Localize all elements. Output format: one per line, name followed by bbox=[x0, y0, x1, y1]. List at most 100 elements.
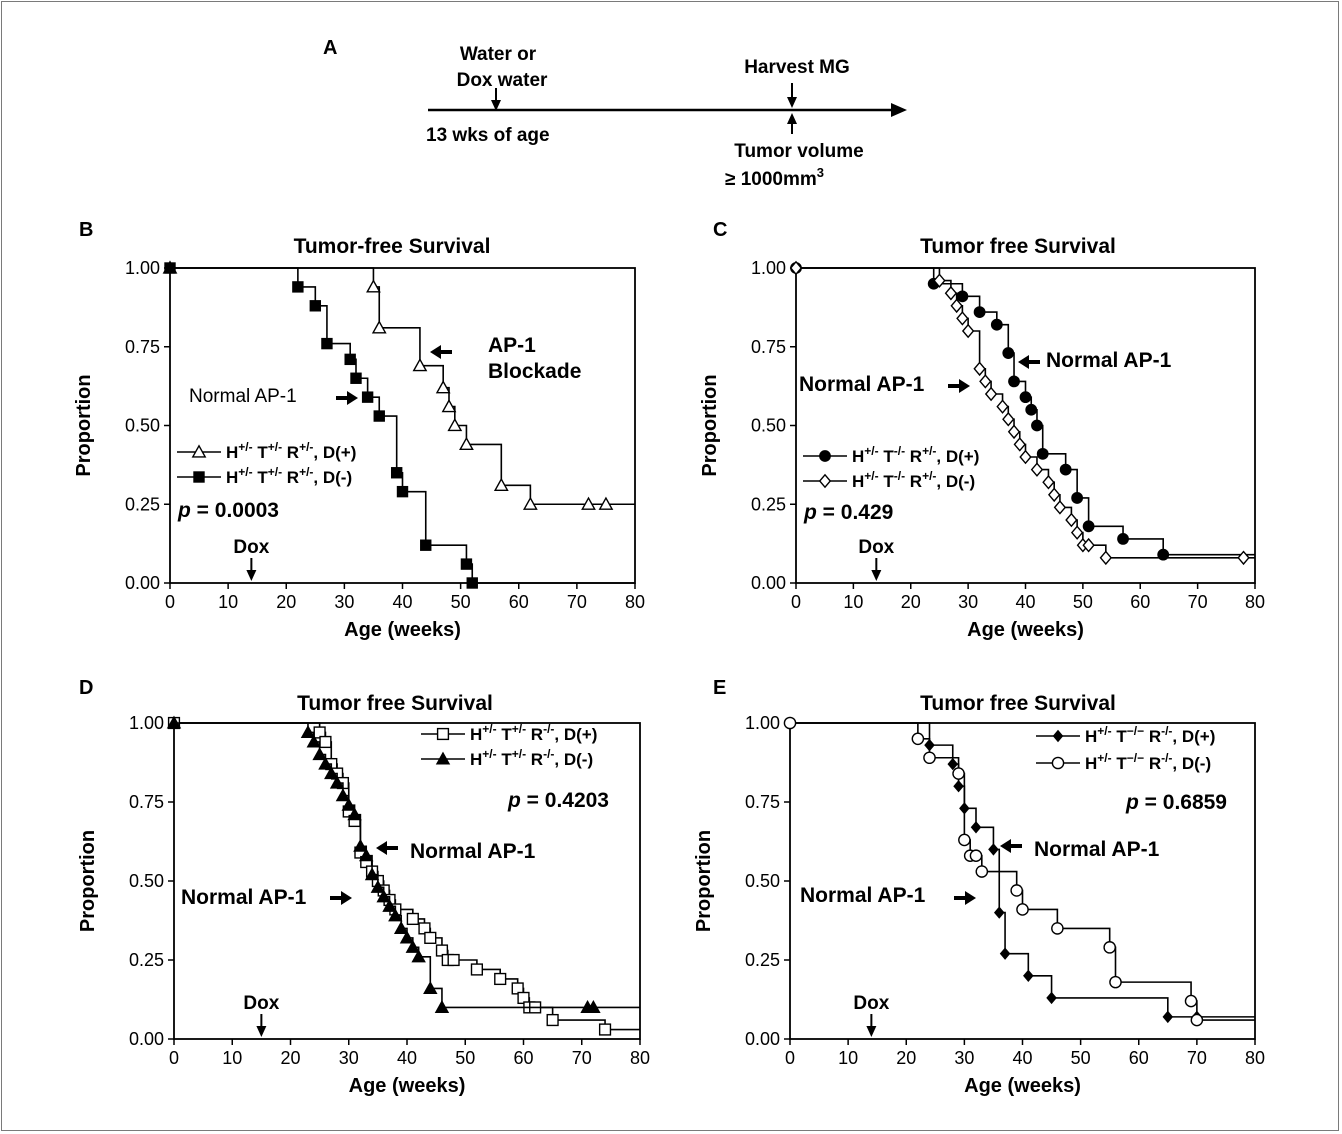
chart-c-pvalue-symbol: p bbox=[803, 501, 817, 524]
chart-c-ytick-label: 0.25 bbox=[751, 494, 786, 514]
chart-d-series-2-point bbox=[382, 898, 397, 912]
chart-b-legend-label-part: +/- bbox=[238, 440, 252, 454]
timeline-panel: A Water or Dox water 13 wks of age Harve… bbox=[323, 37, 907, 190]
chart-b-legend-label-part: +/- bbox=[238, 465, 252, 479]
chart-e-series-2-point bbox=[1016, 903, 1029, 916]
chart-d-series-1-point bbox=[406, 912, 419, 926]
chart-e-annotation-1-arrow-head bbox=[1000, 839, 1011, 853]
tumor-label-line2: ≥ 1000mm3 bbox=[725, 165, 824, 190]
chart-c-legend-label-part: T bbox=[879, 472, 895, 491]
chart-d-series-1-point bbox=[447, 953, 460, 967]
chart-c-series-1-point bbox=[1031, 419, 1043, 432]
chart-c-annotation-2-text: Normal AP-1 bbox=[799, 373, 925, 396]
chart-c-legend-label: H+/- T-/- R+/-, D(+) bbox=[852, 444, 979, 466]
chart-c-series-2-point bbox=[1237, 550, 1250, 566]
chart-e-series-1-point bbox=[993, 906, 1005, 919]
chart-e-xtick-label: 50 bbox=[1071, 1048, 1091, 1068]
chart-c-series-2-point bbox=[1019, 449, 1032, 465]
chart-e-legend-label-part: T bbox=[1112, 754, 1128, 773]
chart-c-series-2-point bbox=[973, 361, 986, 377]
chart-d-annotation-2-text: Normal AP-1 bbox=[181, 886, 307, 909]
chart-b-series-1-point bbox=[459, 436, 474, 451]
chart-c-title: Tumor free Survival bbox=[920, 235, 1116, 258]
chart-d-annotation-1-text: Normal AP-1 bbox=[410, 840, 536, 863]
chart-e-series-2-line bbox=[790, 722, 1255, 1021]
chart-b-legend-label-part: R bbox=[282, 443, 299, 462]
chart-c-series-2-point bbox=[979, 374, 992, 389]
chart-e-legend-marker bbox=[1051, 756, 1065, 770]
chart-d-xlabel: Age (weeks) bbox=[349, 1075, 466, 1097]
chart-c-series-2-point bbox=[996, 399, 1009, 414]
chart-d-series-1-point bbox=[546, 1013, 559, 1027]
chart-c-dox-arrowhead bbox=[871, 570, 882, 581]
chart-d-legend-label-part: +/- bbox=[512, 722, 526, 736]
chart-d-plot-frame bbox=[173, 722, 641, 1040]
chart-c-xtick-label: 10 bbox=[843, 592, 863, 612]
chart-b-xtick-label: 20 bbox=[276, 592, 296, 612]
chart-d-legend-marker bbox=[436, 727, 450, 741]
chart-e-title: Tumor free Survival bbox=[920, 692, 1116, 715]
panel-label-a: A bbox=[323, 37, 337, 59]
chart-b-legend-label-part: +/- bbox=[268, 440, 282, 454]
chart-e-series-2-point bbox=[952, 767, 965, 780]
chart-c-series-2-point bbox=[1065, 512, 1078, 528]
chart-c-xtick-label: 50 bbox=[1073, 592, 1093, 612]
chart-b-legend-label-part: H bbox=[226, 443, 238, 462]
chart-e-legend-label: H+/- T−/− R-/-, D(+) bbox=[1085, 724, 1215, 746]
chart-c-legend-item-1: H+/- T-/- R+/-, D(+) bbox=[803, 444, 979, 466]
chart-b-ytick-label: 0.00 bbox=[125, 573, 160, 593]
chart-c-series-1-point bbox=[956, 290, 969, 303]
chart-d-panel-label: D bbox=[79, 677, 93, 699]
chart-b-series-1-point bbox=[522, 496, 538, 510]
chart-c-series-2-point bbox=[1099, 550, 1113, 566]
chart-e: E Tumor free Survival 0 10 20 30 40 50 60 70 80 0.0… bbox=[693, 677, 1265, 1097]
chart-b-ytick-label: 0.25 bbox=[125, 494, 160, 514]
chart-d-legend-marker bbox=[435, 751, 451, 765]
chart-e-xtick-label: 0 bbox=[785, 1048, 795, 1068]
chart-b-plot-frame bbox=[169, 267, 636, 584]
chart-c-series-2-point bbox=[961, 323, 975, 339]
chart-b-series-2 bbox=[164, 262, 635, 589]
chart-d-xtick-label: 60 bbox=[513, 1048, 533, 1068]
chart-c-legend-marker bbox=[818, 473, 832, 489]
chart-b-series-2-point bbox=[361, 391, 374, 403]
chart-c-legend-item-2: H+/- T-/- R+/-, D(-) bbox=[803, 469, 975, 491]
chart-d-xtick-label: 40 bbox=[397, 1048, 417, 1068]
chart-c-legend-label-part: H bbox=[852, 472, 864, 491]
chart-e-series-2-point bbox=[911, 732, 925, 746]
chart-c-legend-label-part: +/- bbox=[864, 469, 878, 483]
chart-d-series-2-point bbox=[335, 788, 351, 802]
chart-b-annotation-2-arrow-head bbox=[347, 391, 358, 405]
chart-d-ylabel: Proportion bbox=[77, 830, 99, 932]
chart-c-annotation-1-arrow-head bbox=[1018, 355, 1029, 369]
chart-e-ytick-label: 1.00 bbox=[745, 713, 780, 733]
age-label: 13 wks of age bbox=[426, 125, 550, 146]
chart-b-legend-label: H+/- T+/- R+/-, D(-) bbox=[226, 465, 352, 487]
chart-c-plot-frame bbox=[795, 267, 1256, 584]
chart-b-dox-arrowhead bbox=[246, 570, 257, 581]
chart-b-pvalue: p = 0.0003 bbox=[177, 499, 279, 522]
chart-c-series-1-point bbox=[1117, 533, 1129, 545]
chart-b-series-2-point bbox=[321, 337, 333, 350]
chart-e-ytick-label: 0.75 bbox=[745, 792, 780, 812]
chart-b-ylabel: Proportion bbox=[73, 374, 95, 476]
chart-b-series-2-point bbox=[466, 577, 478, 589]
chart-b: B Tumor-free Survival 0 10 20 30 40 50 60 70 80 0.0… bbox=[73, 219, 645, 641]
chart-e-ylabel: Proportion bbox=[693, 830, 715, 932]
chart-c-series-2-point bbox=[789, 260, 803, 276]
chart-c-series-1 bbox=[790, 262, 1255, 561]
chart-c: C Tumor free Survival 0 10 20 30 40 50 60 70 80 0.0… bbox=[699, 219, 1265, 641]
survival-charts: B Tumor-free Survival 0 10 20 30 40 50 60 70 80 0.0… bbox=[73, 219, 1265, 1097]
chart-d-legend-label-part: H bbox=[470, 725, 482, 744]
chart-d-series-1-point bbox=[598, 1023, 612, 1036]
chart-d-xtick-label: 50 bbox=[455, 1048, 475, 1068]
chart-b-series-1-point bbox=[435, 380, 451, 394]
chart-d-xtick-label: 70 bbox=[572, 1048, 592, 1068]
chart-c-series-2-point bbox=[933, 273, 946, 288]
chart-b-series-2-point bbox=[350, 372, 362, 384]
chart-d-pvalue-number: = 0.4203 bbox=[521, 789, 609, 812]
chart-e-series-2-point bbox=[1109, 975, 1122, 989]
chart-d-series-2-point bbox=[312, 747, 327, 761]
chart-c-series-2-point bbox=[1030, 462, 1044, 477]
chart-b-annotation-2-text: Normal AP-1 bbox=[189, 386, 297, 407]
